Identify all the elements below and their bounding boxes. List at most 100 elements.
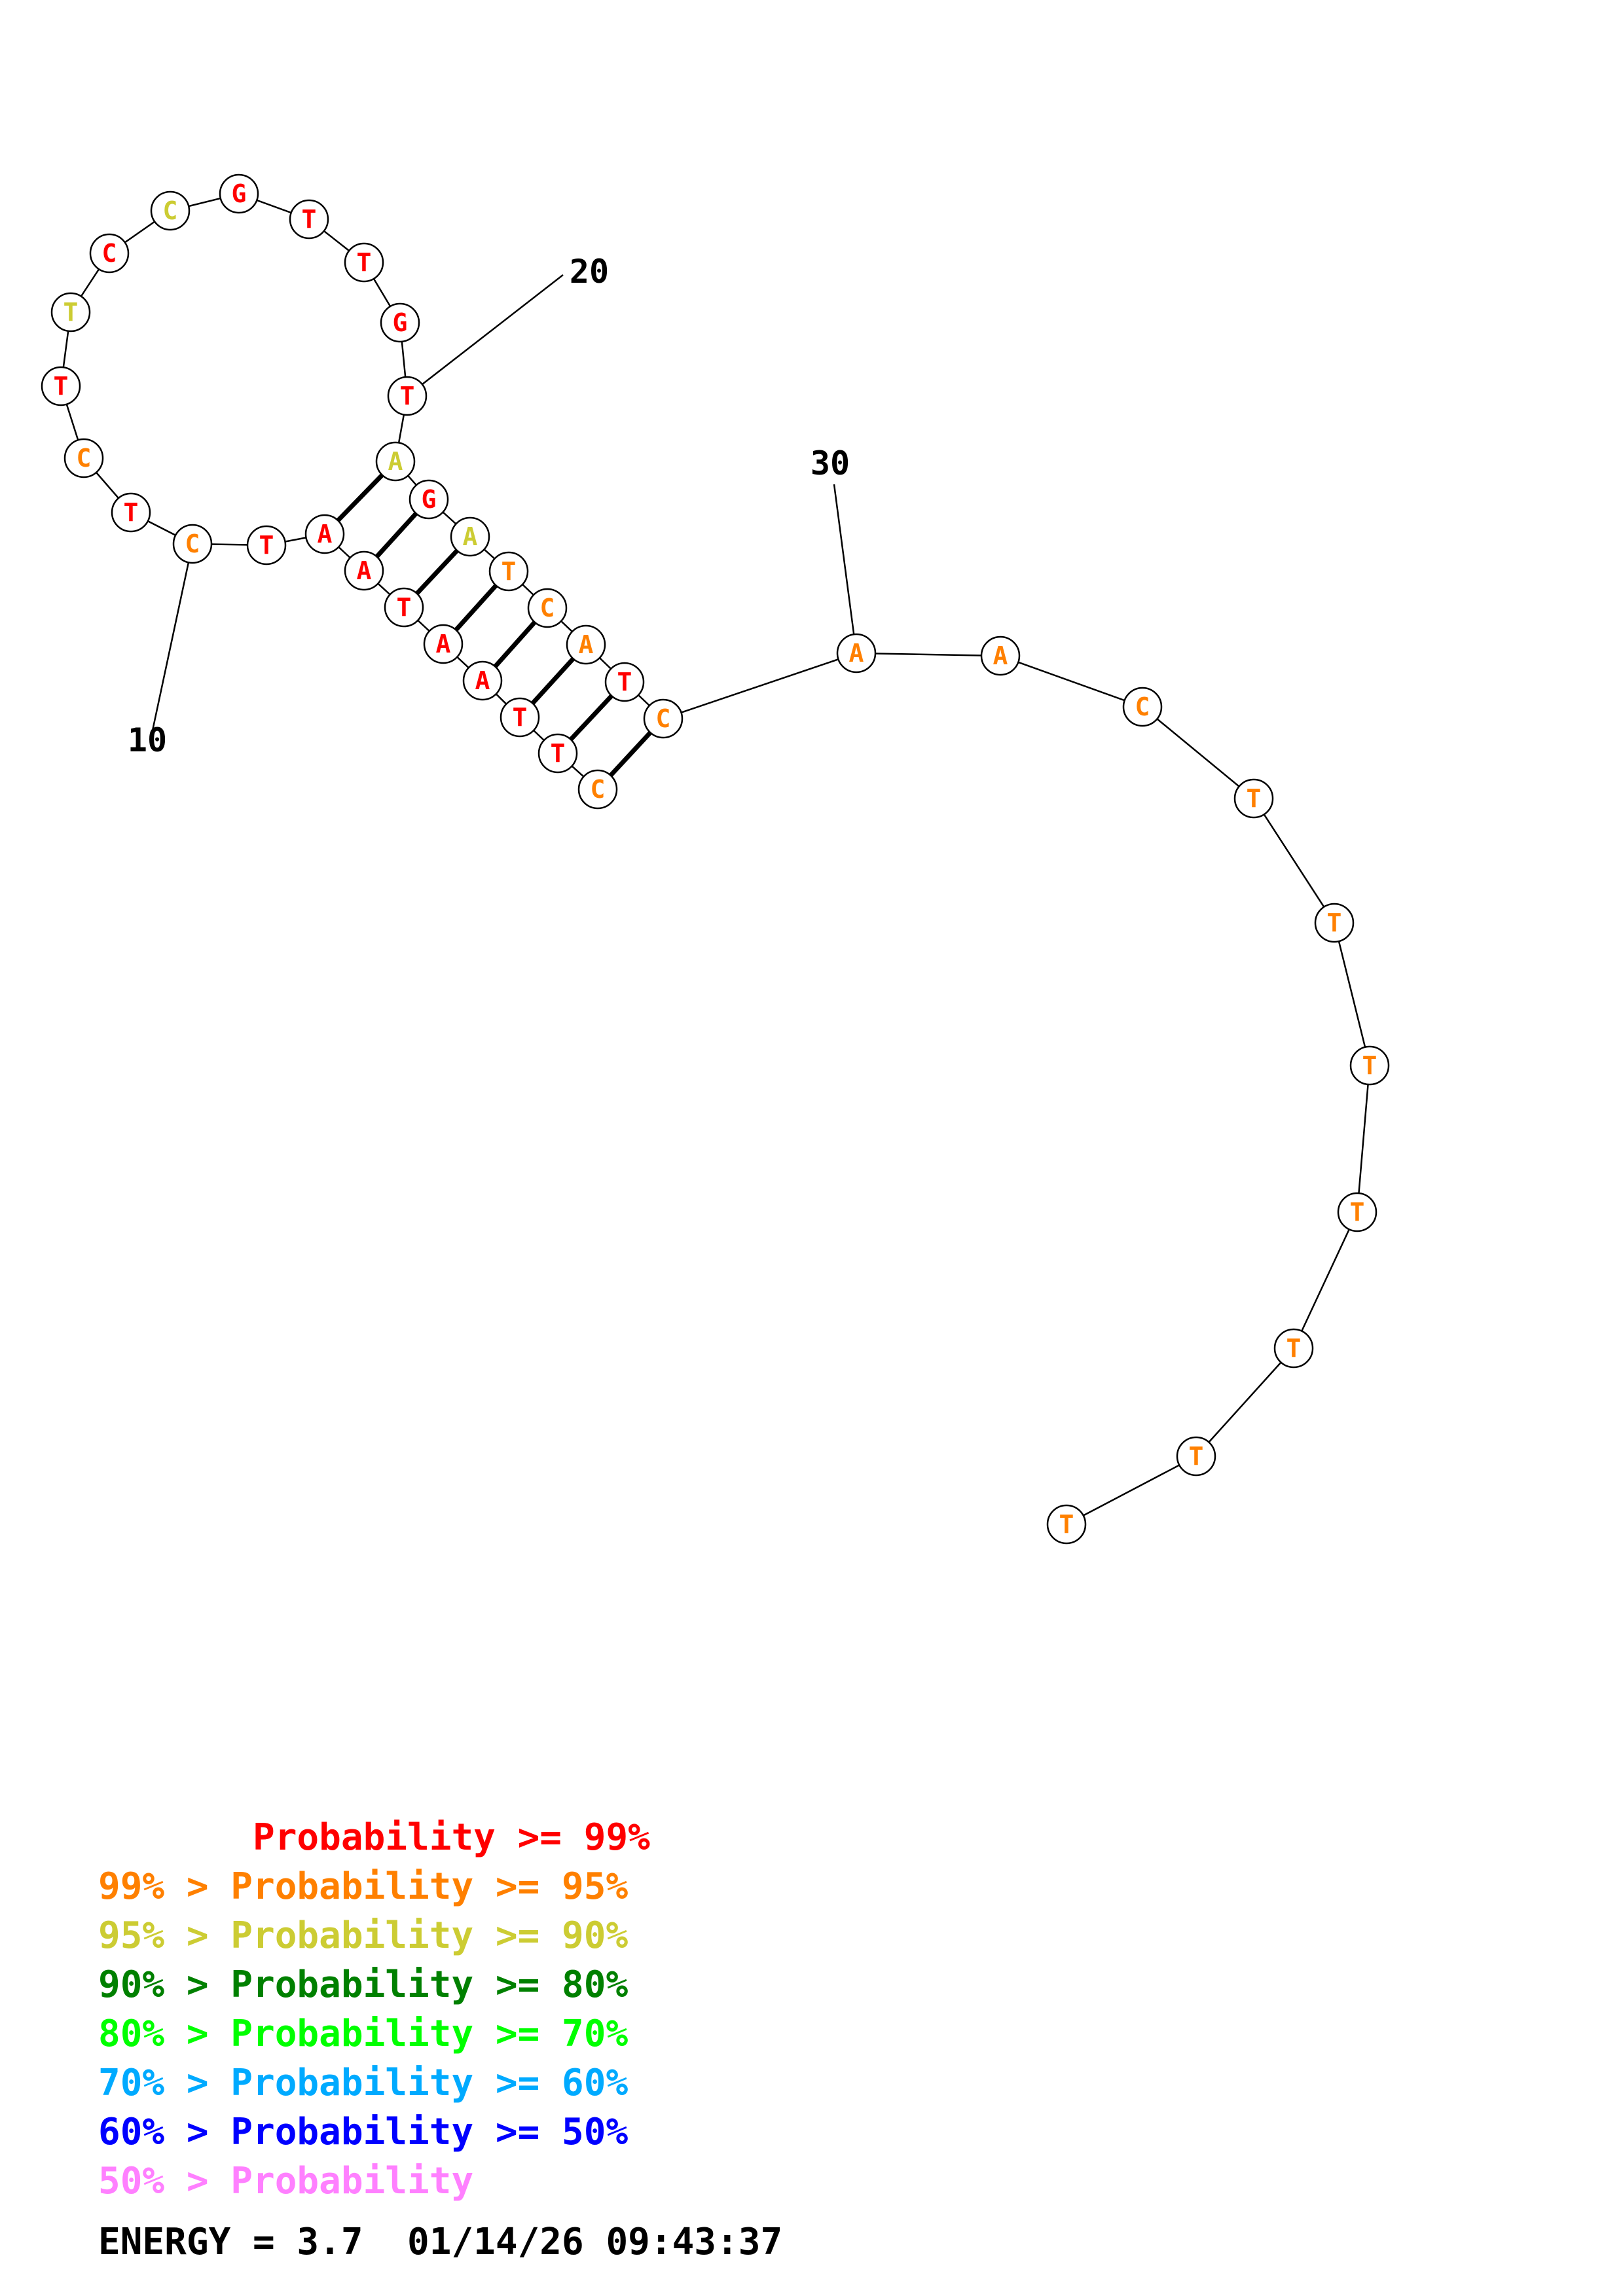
nucleotide-circle xyxy=(1273,1328,1314,1369)
nucleotide-circle xyxy=(1122,687,1163,727)
nucleotide-circle xyxy=(289,199,329,240)
nucleotide-circle xyxy=(566,624,606,665)
nucleotide-circle xyxy=(1349,1045,1390,1086)
nucleotide-circle xyxy=(89,233,130,274)
position-ticks: 10 20 30 xyxy=(128,253,858,759)
nucleotide: T xyxy=(387,376,428,416)
nucleotide: C xyxy=(150,190,191,231)
nucleotide-letter: A xyxy=(388,447,403,476)
nucleotide: T xyxy=(246,525,287,565)
nucleotide-circle xyxy=(64,438,104,478)
nucleotide: T xyxy=(111,492,151,533)
nucleotide-letter: T xyxy=(259,531,274,560)
nucleotide-circle xyxy=(980,636,1021,676)
nucleotide-circle xyxy=(344,550,384,591)
position-label-20: 20 xyxy=(570,253,609,291)
nucleotide-letter: T xyxy=(397,593,412,622)
nucleotide: C xyxy=(172,524,213,564)
nucleotide-circle xyxy=(1176,1436,1216,1477)
nucleotide-letter: T xyxy=(357,248,372,277)
nucleotide-letter: T xyxy=(1059,1510,1074,1539)
nucleotide-letter: T xyxy=(513,703,528,732)
nucleotide-letter: C xyxy=(185,529,200,558)
position-tick xyxy=(833,484,858,654)
nucleotide-circle xyxy=(387,376,428,416)
nucleotide-circle xyxy=(643,698,684,739)
nucleotide-letter: T xyxy=(1247,784,1262,813)
nucleotide: T xyxy=(1233,778,1274,819)
nucleotide: G xyxy=(219,173,259,214)
nucleotide-circle xyxy=(41,366,81,406)
nucleotide: A xyxy=(462,660,503,701)
nucleotide: T xyxy=(1349,1045,1390,1086)
nucleotide: C xyxy=(89,233,130,274)
nucleotide-circle xyxy=(500,697,540,738)
nucleotide-letter: C xyxy=(77,444,92,473)
nucleotide-letter: T xyxy=(1189,1442,1204,1471)
nucleotide-circle xyxy=(380,302,420,343)
nucleotide: T xyxy=(1046,1504,1087,1545)
nucleotide-circle xyxy=(1337,1192,1377,1232)
nucleotide-letter: T xyxy=(400,382,415,410)
nucleotide-letter: C xyxy=(591,775,606,804)
nucleotide: T xyxy=(1314,903,1355,943)
nucleotide-circle xyxy=(488,551,529,592)
nucleotide-letter: T xyxy=(501,557,517,586)
nucleotide-letter: A xyxy=(463,522,478,551)
nucleotide-letter: G xyxy=(232,179,247,208)
nucleotide: A xyxy=(304,514,345,554)
nucleotide-letter: T xyxy=(124,498,139,527)
nucleotide: G xyxy=(409,479,449,520)
nucleotide: C xyxy=(577,769,618,810)
nucleotide: T xyxy=(488,551,529,592)
position-label-10: 10 xyxy=(128,721,167,759)
nucleotide-circle xyxy=(172,524,213,564)
backbone-line xyxy=(60,192,1371,1526)
nucleotide: T xyxy=(1273,1328,1314,1369)
nucleotide-letter: T xyxy=(1362,1051,1377,1080)
nucleotide-circle xyxy=(409,479,449,520)
nucleotide-circle xyxy=(246,525,287,565)
nucleotide-circle xyxy=(1314,903,1355,943)
nucleotide: A xyxy=(375,441,416,482)
nucleotide-circle xyxy=(344,242,384,283)
nucleotide: A xyxy=(566,624,606,665)
legend-entry-90: 95% > Probability >= 90% xyxy=(98,1914,629,1957)
nucleotide: T xyxy=(289,199,329,240)
nucleotide: T xyxy=(1337,1192,1377,1232)
nucleotide-letter: C xyxy=(540,594,555,622)
nucleotide-letter: C xyxy=(656,704,671,733)
nucleotide: T xyxy=(344,242,384,283)
nucleotide-circle xyxy=(577,769,618,810)
nucleotide-circle xyxy=(375,441,416,482)
nucleotide-letter: A xyxy=(436,630,451,658)
nucleotide-letter: C xyxy=(102,239,117,268)
nucleotide-letter: G xyxy=(422,485,437,514)
nucleotide-letter: T xyxy=(54,372,69,401)
nucleotide-letter: A xyxy=(357,556,372,585)
nucleotide-circle xyxy=(462,660,503,701)
nucleotide-circle xyxy=(836,633,877,673)
nucleotide-circle xyxy=(423,624,464,664)
nucleotide-letter: T xyxy=(1286,1334,1302,1363)
nucleotide-letter: A xyxy=(849,639,864,668)
position-tick xyxy=(407,274,564,397)
nucleotide-circle xyxy=(50,292,91,332)
nucleotide-circle xyxy=(150,190,191,231)
nucleotide: T xyxy=(41,366,81,406)
nucleotide: A xyxy=(344,550,384,591)
legend-entry-below-50: 50% > Probability xyxy=(98,2160,474,2202)
nucleotide-circle xyxy=(219,173,259,214)
nucleotide: T xyxy=(1176,1436,1216,1477)
nucleotide-letter: C xyxy=(1135,692,1150,721)
nucleotide: A xyxy=(836,633,877,673)
nucleotide-letter: T xyxy=(1350,1198,1365,1227)
nucleotide-letter: T xyxy=(617,668,632,696)
nucleotide: T xyxy=(538,733,578,774)
nucleotide: G xyxy=(380,302,420,343)
legend-entry-80: 90% > Probability >= 80% xyxy=(98,1964,629,2006)
nucleotide-letter: C xyxy=(163,196,178,225)
nucleotide-letter: T xyxy=(302,205,317,234)
position-label-30: 30 xyxy=(811,444,850,482)
